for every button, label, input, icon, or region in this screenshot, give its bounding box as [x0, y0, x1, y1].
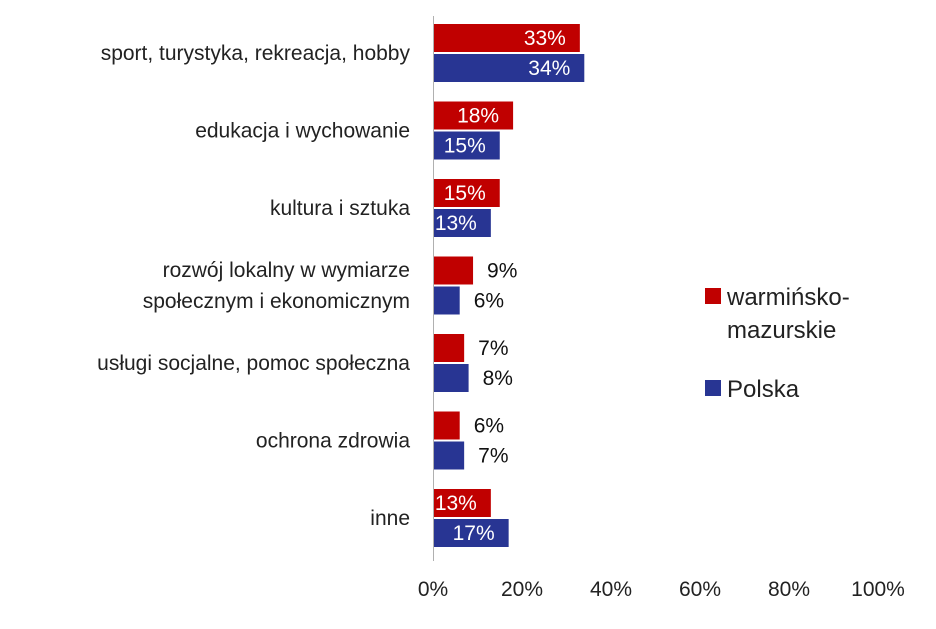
bar-s1-c2: [433, 209, 491, 237]
bars-layer: [433, 24, 585, 547]
legend-swatch-0: [705, 288, 721, 304]
x-tick-label-5: 100%: [851, 578, 905, 601]
legend: warmińsko-mazurskie Polska: [705, 284, 850, 403]
bar-s1-c0: [433, 54, 585, 82]
value-label-s0-c1: 18%: [457, 105, 499, 128]
bar-s0-c5: [433, 411, 460, 440]
x-tick-label-1: 20%: [501, 578, 543, 601]
bar-s1-c4: [433, 364, 469, 392]
legend-swatch-1: [705, 380, 721, 396]
x-tick-label-4: 80%: [768, 578, 810, 601]
value-label-s1-c1: 15%: [444, 135, 486, 158]
value-label-s0-c5: 6%: [474, 415, 504, 438]
bar-s0-c6: [433, 489, 491, 517]
legend-label-0-line0: warmińsko-: [726, 284, 850, 311]
value-label-s1-c5: 7%: [478, 445, 508, 468]
bar-s0-c1: [433, 101, 514, 130]
category-label-3-line0: rozwój lokalny w wymiarze: [163, 259, 410, 282]
bar-s0-c4: [433, 334, 465, 362]
value-label-s0-c0: 33%: [524, 27, 566, 50]
category-label-3-line1: społecznym i ekonomicznym: [143, 290, 410, 313]
legend-label-1: Polska: [727, 376, 800, 403]
bar-s1-c1: [433, 131, 500, 160]
category-label-4: usługi socjalne, pomoc społeczna: [97, 352, 410, 375]
category-label-0: sport, turystyka, rekreacja, hobby: [101, 42, 411, 65]
legend-label-0-line1: mazurskie: [727, 317, 836, 344]
bar-s0-c0: [433, 24, 580, 52]
x-axis: 0% 20% 40% 60% 80% 100%: [418, 16, 905, 601]
value-label-s1-c6: 17%: [453, 522, 495, 545]
bar-s1-c3: [433, 286, 460, 315]
bar-s1-c5: [433, 441, 465, 470]
value-label-s1-c2: 13%: [435, 212, 477, 235]
category-label-5: ochrona zdrowia: [256, 430, 410, 453]
x-tick-label-0: 0%: [418, 578, 448, 601]
category-label-1: edukacja i wychowanie: [195, 120, 410, 143]
value-label-s1-c3: 6%: [474, 290, 504, 313]
value-labels: 33% 34% 18% 15% 15% 13% 9% 6% 7% 8% 6% 7% 13% 17%: [435, 27, 570, 545]
value-label-s0-c4: 7%: [478, 337, 508, 360]
category-labels: sport, turystyka, rekreacja, hobby edukac…: [97, 42, 410, 530]
category-label-6: inne: [370, 507, 410, 530]
category-label-2: kultura i sztuka: [270, 197, 410, 220]
value-label-s1-c0: 34%: [528, 57, 570, 80]
value-label-s0-c2: 15%: [444, 182, 486, 205]
value-label-s1-c4: 8%: [483, 367, 513, 390]
bar-s0-c2: [433, 179, 500, 207]
x-tick-label-2: 40%: [590, 578, 632, 601]
value-label-s0-c3: 9%: [487, 260, 517, 283]
bar-s0-c3: [433, 256, 474, 285]
x-tick-label-3: 60%: [679, 578, 721, 601]
value-label-s0-c6: 13%: [435, 492, 477, 515]
bar-s1-c6: [433, 519, 509, 547]
